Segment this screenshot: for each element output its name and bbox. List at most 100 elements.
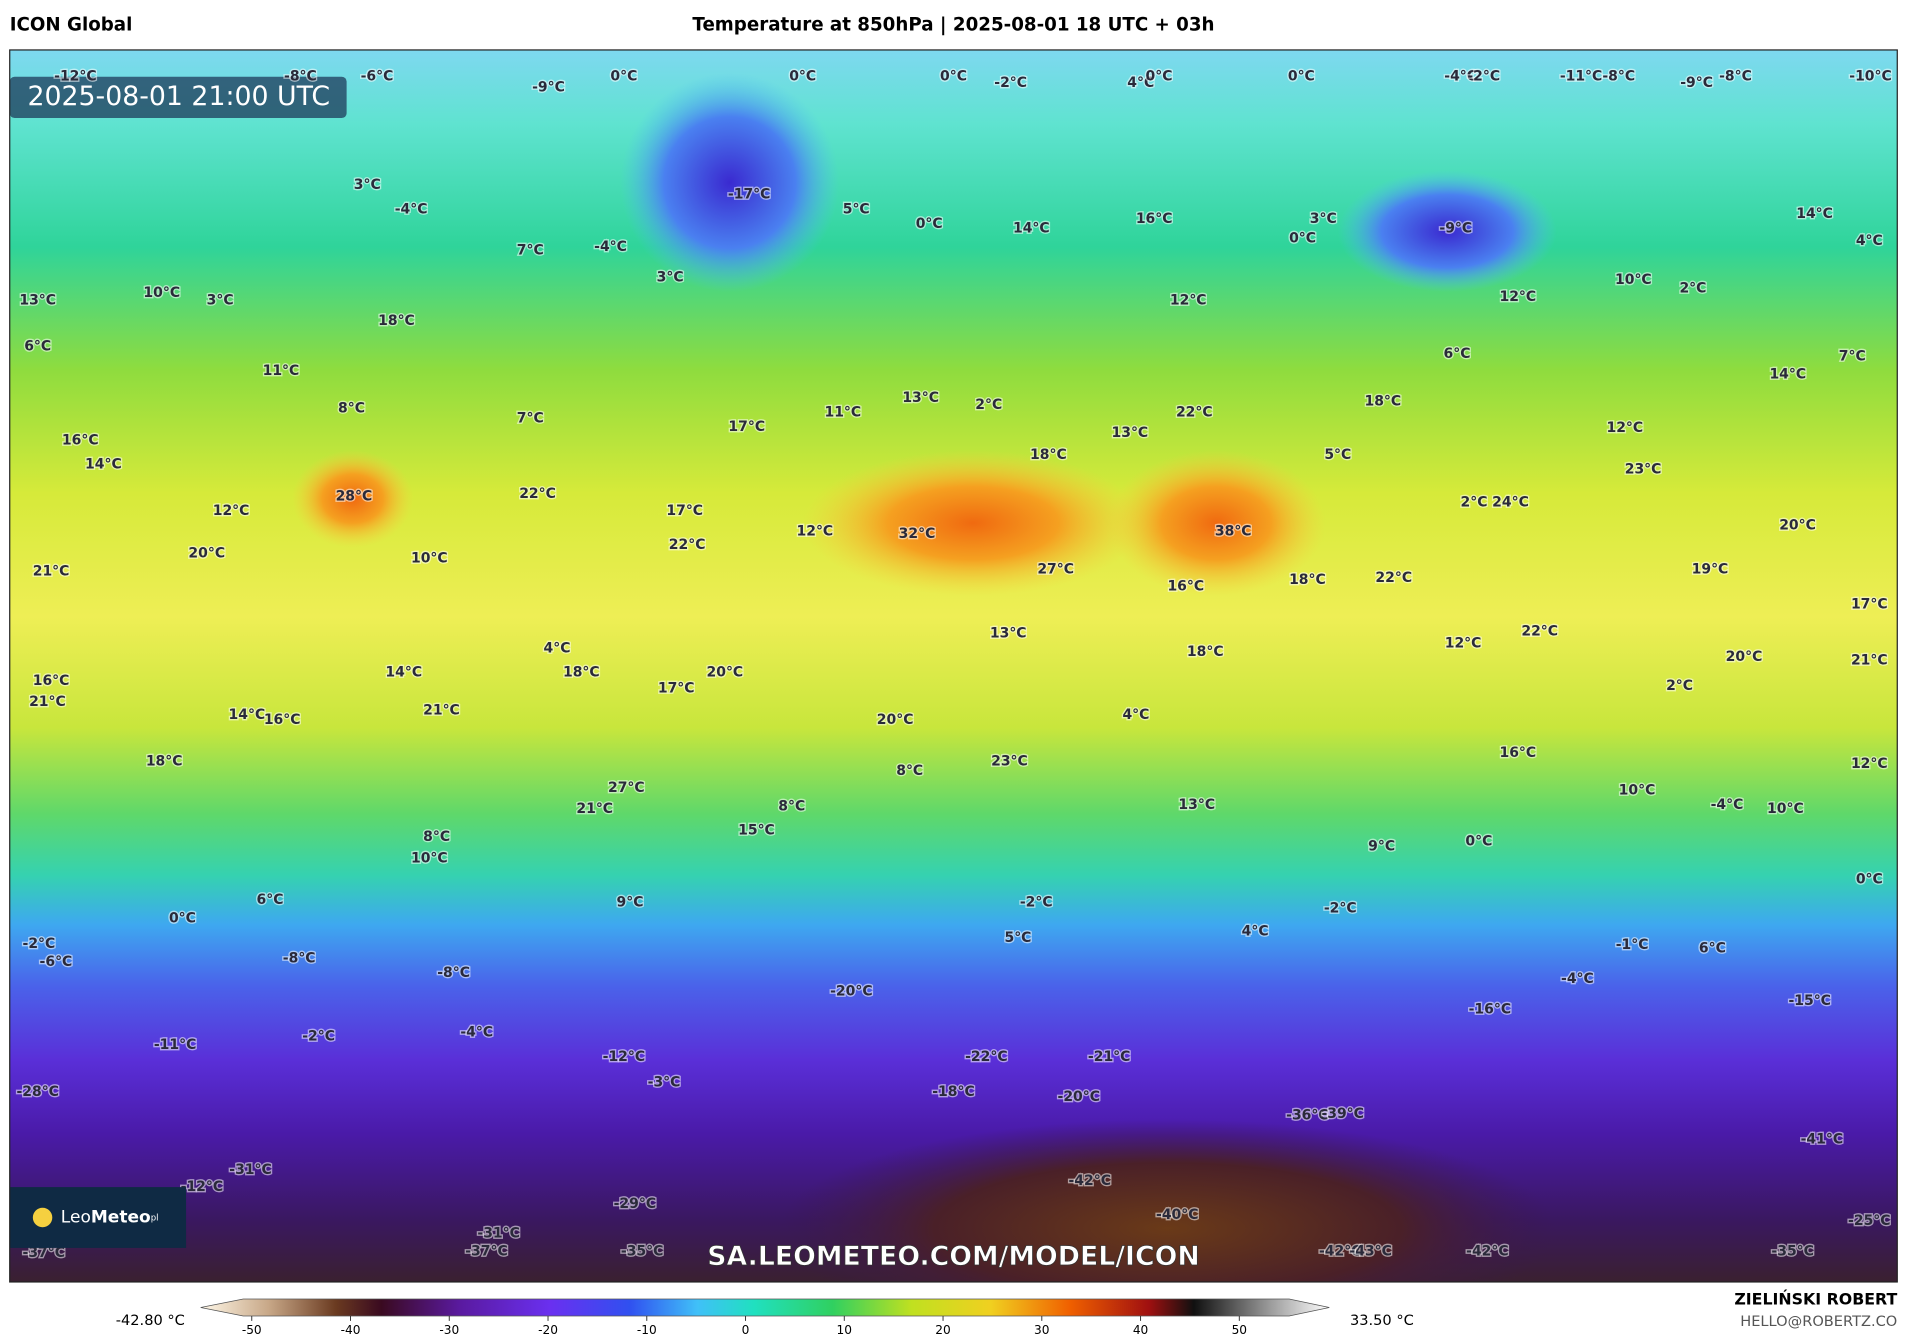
logo-suffix: pl (151, 1213, 159, 1223)
temperature-label: -16°C (1469, 1002, 1511, 1018)
temperature-label: 16°C (33, 673, 70, 689)
temperature-label: 3°C (1310, 211, 1337, 227)
temperature-label: -43°C (1349, 1244, 1391, 1260)
temperature-label: 28°C (336, 488, 373, 504)
temperature-label: 5°C (1324, 447, 1351, 463)
temperature-label: 21°C (423, 702, 460, 718)
timestamp-box (9, 76, 347, 119)
temperature-label: 7°C (1839, 348, 1866, 364)
temperature-label: -1°C (1616, 937, 1649, 953)
temperature-label: 13°C (19, 292, 56, 308)
temperature-label: 8°C (896, 763, 923, 779)
temperature-label: 2°C (975, 397, 1002, 413)
temperature-label: -20°C (1058, 1089, 1100, 1105)
temperature-label: 32°C (899, 526, 936, 542)
temperature-label: 21°C (1851, 652, 1888, 668)
temperature-label: 13°C (902, 390, 939, 406)
temperature-label: -10°C (1849, 69, 1891, 85)
temperature-label: 4°C (544, 640, 571, 656)
temperature-label: 9°C (1368, 839, 1395, 855)
temperature-label: -12°C (181, 1179, 223, 1195)
temperature-label: 10°C (1767, 801, 1804, 817)
temperature-label: 16°C (264, 712, 301, 728)
temperature-label: 20°C (707, 665, 744, 681)
temperature-label: 12°C (1445, 635, 1482, 651)
temperature-label: -8°C (283, 950, 316, 966)
temperature-label: 10°C (411, 851, 448, 867)
temperature-label: 18°C (378, 313, 415, 329)
temperature-label: 23°C (1625, 462, 1662, 478)
colorbar-ticks: -50 -40 -30 -20 -10 0 10 20 30 40 50 (242, 1316, 1247, 1337)
temperature-label: 17°C (728, 419, 765, 435)
temperature-label: 18°C (1187, 644, 1224, 660)
temperature-label: 23°C (991, 753, 1028, 769)
temperature-label: 18°C (146, 753, 183, 769)
cold-area (620, 73, 840, 292)
temperature-label: 7°C (517, 243, 544, 259)
logo-sun (32, 1207, 53, 1228)
temperature-label: 8°C (423, 829, 450, 845)
temperature-label: -36°C (1286, 1107, 1328, 1123)
temperature-label: -17°C (728, 187, 770, 203)
temperature-label: 0°C (1288, 69, 1315, 85)
temperature-label: 4°C (1127, 75, 1154, 91)
temperature-label: -2°C (1467, 69, 1500, 85)
temperature-label: 5°C (1004, 930, 1031, 946)
temperature-label: -37°C (465, 1244, 507, 1260)
colorbar-tick-label: 40 (1133, 1323, 1148, 1337)
temperature-label: 17°C (666, 503, 703, 519)
temperature-label: -2°C (1020, 895, 1053, 911)
temperature-label: -35°C (621, 1244, 663, 1260)
temperature-label: -18°C (932, 1084, 974, 1100)
temperature-label: -21°C (1088, 1049, 1130, 1065)
hot-area (802, 450, 1144, 597)
temperature-label: 6°C (24, 339, 51, 355)
author-name: ZIELIŃSKI ROBERT (1734, 1290, 1897, 1309)
temperature-label: 22°C (1521, 623, 1558, 639)
temperature-label: -29°C (614, 1196, 656, 1212)
temperature-label: 0°C (1289, 230, 1316, 246)
author-email: HELLO@ROBERTZ.CO (1740, 1313, 1897, 1330)
temperature-label: 4°C (1242, 924, 1269, 940)
hot-area (291, 450, 414, 548)
temperature-label: 18°C (563, 665, 600, 681)
map-frame (9, 49, 1898, 1283)
temperature-label: 0°C (610, 69, 637, 85)
temperature-label: 18°C (1030, 447, 1067, 463)
temperature-label: 6°C (1444, 346, 1471, 362)
temperature-label: 12°C (213, 503, 250, 519)
temperature-label: 0°C (1146, 69, 1173, 85)
logo: LeoMeteopl (61, 1208, 159, 1228)
temperature-label: -6°C (40, 954, 73, 970)
hot-area (1106, 450, 1326, 597)
temperature-label: 6°C (1699, 941, 1726, 957)
temperature-label: -9°C (1439, 221, 1472, 237)
temperature-label: 12°C (1606, 420, 1643, 436)
temperature-label: -31°C (229, 1162, 271, 1178)
temperature-label: 18°C (1364, 393, 1401, 409)
temperature-label: 21°C (576, 801, 613, 817)
temperature-label: -28°C (16, 1084, 58, 1100)
temperature-label: 22°C (519, 486, 556, 502)
temperature-label: 19°C (1692, 561, 1729, 577)
temperature-labels: -12°C -8°C -6°C-9°C0°C 0°C 0°C -2°C 4°C0°C 0°C -… (15, 67, 1893, 1262)
colorbar-tick-label: -50 (242, 1323, 262, 1337)
temperature-label: -3°C (648, 1075, 681, 1091)
temperature-label: -39°C (1321, 1106, 1363, 1122)
temperature-label: 14°C (385, 665, 422, 681)
colorbar-tick-label: 50 (1232, 1323, 1247, 1337)
temperature-label: -8°C (1602, 69, 1635, 85)
temperature-label: -6°C (361, 69, 394, 85)
temperature-label: -12°C (54, 69, 96, 85)
temperature-label: -15°C (1788, 993, 1830, 1009)
temperature-label: 2°C (1679, 280, 1706, 296)
cold-area (1337, 170, 1557, 292)
temperature-label: 16°C (1499, 745, 1536, 761)
temperature-label: 21°C (33, 564, 70, 580)
temperature-label: 14°C (85, 457, 122, 473)
map-title: Temperature at 850hPa | 2025-08-01 18 UT… (692, 15, 1214, 36)
temperature-label: 20°C (877, 712, 914, 728)
temperature-label: -2°C (994, 75, 1027, 91)
temperature-label: 11°C (824, 404, 861, 420)
temperature-label: 12°C (1851, 756, 1888, 772)
